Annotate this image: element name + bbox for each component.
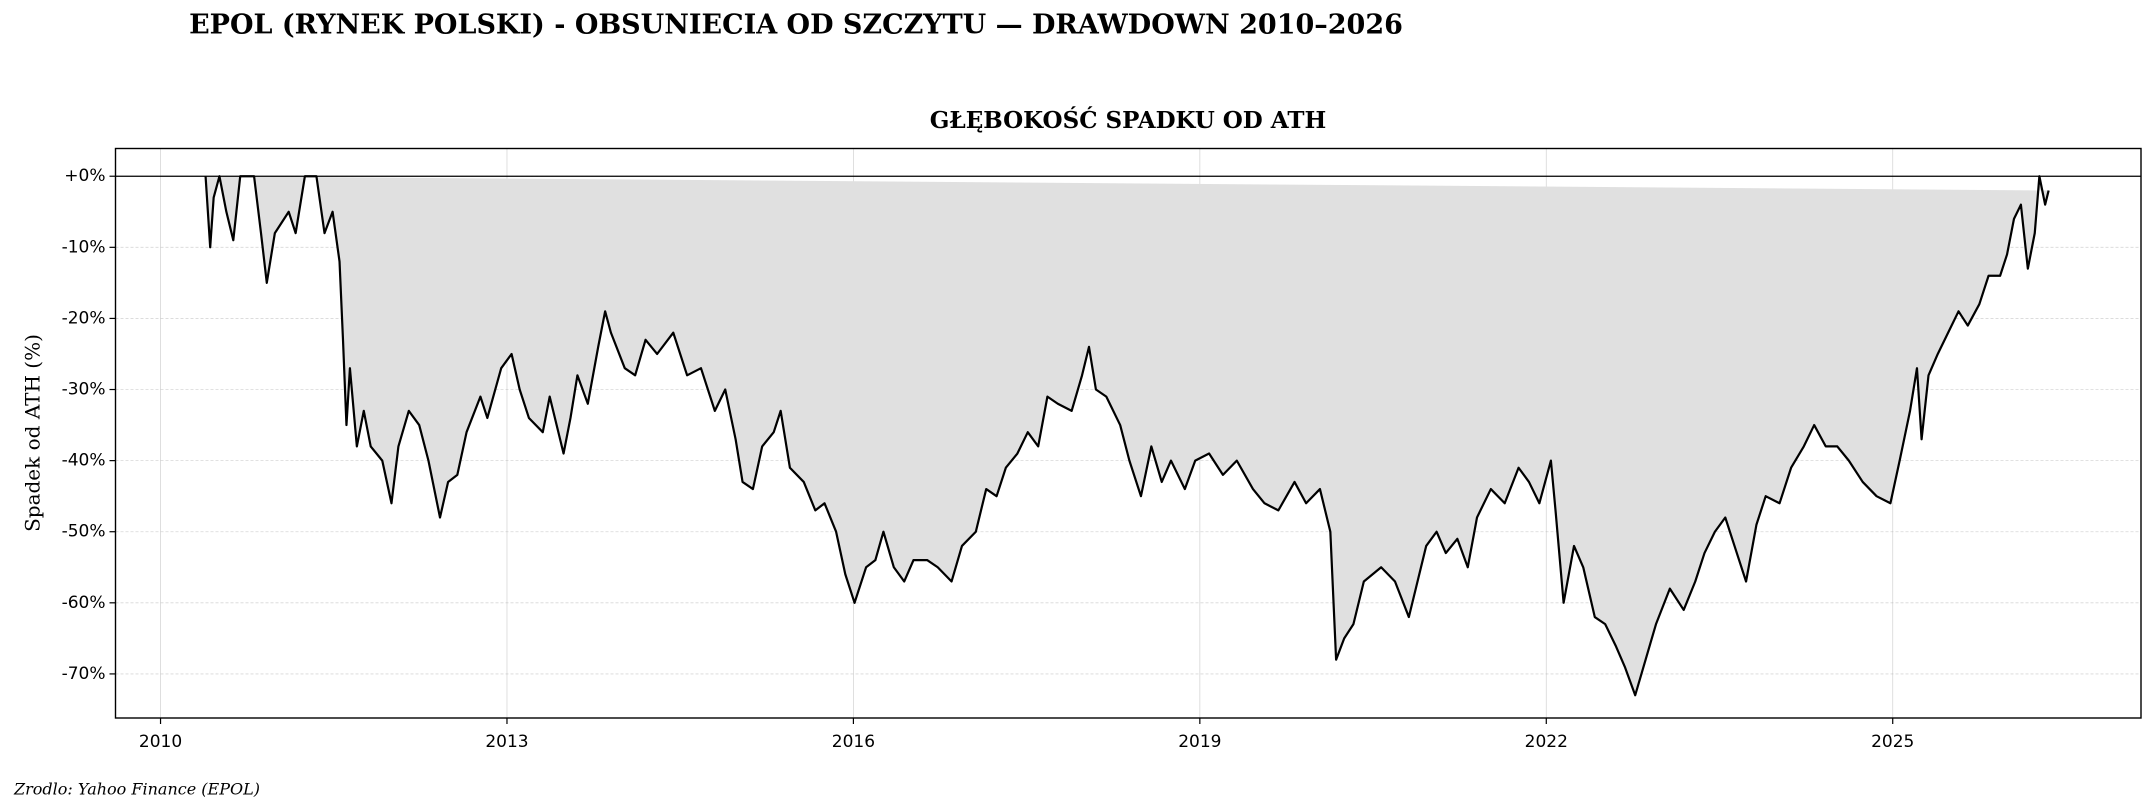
x-tick-label: 2016 [832,732,875,752]
x-tick-label: 2019 [1178,732,1221,752]
y-tick-label: -70% [62,664,106,684]
x-tick-label: 2013 [485,732,528,752]
y-axis-label: Spadek od ATH (%) [21,334,45,532]
x-tick-label: 2010 [139,732,182,752]
plot-frame [114,147,2142,719]
y-tick-label: +0% [64,166,105,186]
chart-title: EPOL (RYNEK POLSKI) - OBSUNIECIA OD SZCZ… [189,10,1403,41]
y-tick-label: -60% [62,593,106,613]
y-tick-label: -20% [62,308,106,328]
x-tick-label: 2025 [1871,732,1914,752]
source-note: Zrodlo: Yahoo Finance (EPOL) [13,780,260,799]
x-tick-label: 2022 [1525,732,1568,752]
plot-area: 2010 2013 2016 2019 2022 2025 +0% -10% -20% -30% -… [62,147,2142,752]
y-tick-label: -40% [62,451,106,471]
drawdown-area [205,176,2049,696]
chart-subtitle: GŁĘBOKOŚĆ SPADKU OD ATH [930,107,1326,134]
y-tick-label: -50% [62,522,106,542]
drawdown-line [204,175,2050,697]
y-tick-label: -10% [62,237,106,257]
y-tick-label: -30% [62,380,106,400]
